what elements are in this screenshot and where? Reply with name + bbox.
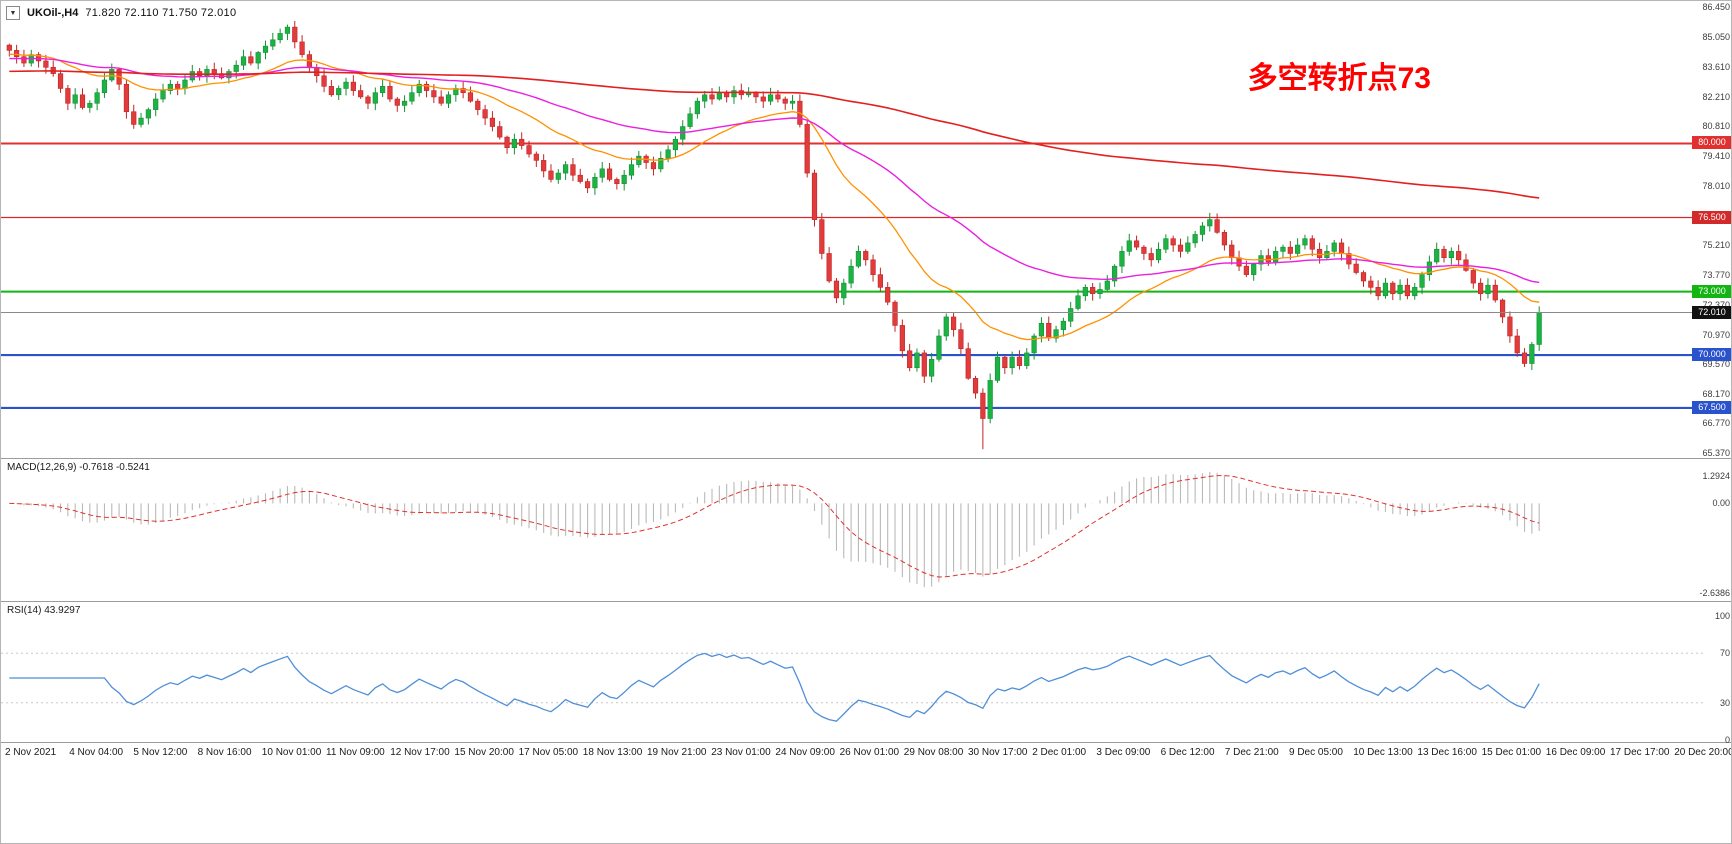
time-label: 23 Nov 01:00 bbox=[711, 747, 771, 758]
macd-axis-min: -2.6386 bbox=[1699, 588, 1730, 598]
macd-label: MACD(12,26,9) -0.7618 -0.5241 bbox=[7, 462, 150, 473]
price-axis[interactable]: 86.450 85.050 83.610 82.210 80.810 79.410 78.0… bbox=[1671, 1, 1731, 458]
time-label: 18 Nov 13:00 bbox=[582, 747, 643, 758]
time-label: 3 Dec 09:00 bbox=[1096, 747, 1151, 758]
time-label: 2 Nov 2021 bbox=[5, 747, 57, 758]
time-label: 17 Dec 17:00 bbox=[1610, 747, 1670, 758]
time-label: 8 Nov 16:00 bbox=[197, 747, 252, 758]
time-label: 6 Dec 12:00 bbox=[1160, 747, 1215, 758]
time-label: 15 Nov 20:00 bbox=[454, 747, 514, 758]
rsi-canvas[interactable] bbox=[1, 602, 1732, 743]
price-level-badge: 72.010 bbox=[1692, 305, 1731, 319]
price-level-badge: 76.500 bbox=[1692, 210, 1731, 224]
rsi-axis[interactable]: 100 70 30 0 bbox=[1671, 602, 1731, 745]
price-tick: 79.410 bbox=[1702, 150, 1730, 161]
time-label: 4 Nov 04:00 bbox=[69, 747, 124, 758]
price-tick: 68.170 bbox=[1702, 388, 1730, 399]
rsi-axis-tick: 0 bbox=[1724, 735, 1730, 745]
macd-axis[interactable]: 1.2924 0.00 -2.6386 bbox=[1671, 459, 1731, 601]
main-price-panel: ▼ UKOil-,H4 71.820 72.110 71.750 72.010 … bbox=[1, 1, 1732, 459]
time-label: 9 Dec 05:00 bbox=[1289, 747, 1343, 758]
time-label: 17 Nov 05:00 bbox=[518, 747, 579, 758]
time-label: 26 Nov 01:00 bbox=[839, 747, 900, 758]
time-label: 10 Nov 01:00 bbox=[261, 747, 322, 758]
macd-axis-zero: 0.00 bbox=[1712, 498, 1730, 509]
price-tick: 73.770 bbox=[1702, 270, 1730, 281]
time-label: 29 Nov 08:00 bbox=[903, 747, 964, 758]
price-tick: 80.810 bbox=[1702, 121, 1730, 132]
time-axis[interactable]: 2 Nov 2021 4 Nov 04:00 5 Nov 12:00 8 Nov 16… bbox=[1, 743, 1732, 769]
time-label: 24 Nov 09:00 bbox=[775, 747, 835, 758]
macd-canvas[interactable] bbox=[1, 459, 1732, 602]
price-tick: 85.050 bbox=[1702, 31, 1730, 42]
time-label: 13 Dec 16:00 bbox=[1417, 747, 1477, 758]
price-tick: 66.770 bbox=[1702, 418, 1730, 429]
symbol-period-label: UKOil-,H4 bbox=[27, 7, 79, 19]
price-level-badge: 80.000 bbox=[1692, 136, 1731, 150]
price-tick: 69.570 bbox=[1702, 359, 1730, 370]
price-tick: 82.210 bbox=[1702, 91, 1730, 102]
time-label: 7 Dec 21:00 bbox=[1224, 747, 1279, 758]
annotation-text: 多空转折点73 bbox=[1247, 62, 1431, 95]
price-tick: 75.210 bbox=[1702, 239, 1730, 250]
time-label: 2 Dec 01:00 bbox=[1032, 747, 1087, 758]
time-label: 20 Dec 20:00 bbox=[1674, 747, 1732, 758]
rsi-axis-tick: 70 bbox=[1719, 648, 1730, 659]
time-label: 16 Dec 09:00 bbox=[1545, 747, 1606, 758]
symbol-dropdown-icon[interactable]: ▼ bbox=[6, 6, 20, 20]
time-label: 12 Nov 17:00 bbox=[390, 747, 450, 758]
price-level-badge: 67.500 bbox=[1692, 400, 1731, 414]
price-tick: 86.450 bbox=[1702, 2, 1730, 12]
rsi-label: RSI(14) 43.9297 bbox=[7, 605, 81, 616]
time-label: 5 Nov 12:00 bbox=[133, 747, 188, 758]
macd-axis-max: 1.2924 bbox=[1702, 471, 1730, 481]
time-label: 19 Nov 21:00 bbox=[647, 747, 707, 758]
price-tick: 78.010 bbox=[1702, 180, 1730, 191]
price-level-badge: 73.000 bbox=[1692, 284, 1731, 298]
time-label: 11 Nov 09:00 bbox=[326, 747, 385, 758]
time-label: 15 Dec 01:00 bbox=[1481, 747, 1542, 758]
rsi-axis-tick: 30 bbox=[1719, 697, 1730, 708]
time-label: 30 Nov 17:00 bbox=[968, 747, 1028, 758]
price-tick: 83.610 bbox=[1702, 62, 1730, 73]
quote-bar: ▼ UKOil-,H4 71.820 72.110 71.750 72.010 bbox=[6, 6, 236, 20]
price-tick: 65.370 bbox=[1702, 448, 1730, 458]
main-chart-canvas[interactable] bbox=[1, 1, 1732, 459]
macd-panel: MACD(12,26,9) -0.7618 -0.5241 1.2924 0.00… bbox=[1, 459, 1732, 602]
price-tick: 72.370 bbox=[1702, 300, 1730, 310]
rsi-axis-tick: 100 bbox=[1714, 611, 1730, 621]
price-tick: 70.970 bbox=[1702, 329, 1730, 340]
rsi-panel: RSI(14) 43.9297 100 70 30 0 bbox=[1, 602, 1732, 745]
price-level-badge: 70.000 bbox=[1692, 348, 1731, 362]
time-label: 10 Dec 13:00 bbox=[1353, 747, 1413, 758]
ohlc-quote-text: 71.820 72.110 71.750 72.010 bbox=[85, 7, 237, 19]
